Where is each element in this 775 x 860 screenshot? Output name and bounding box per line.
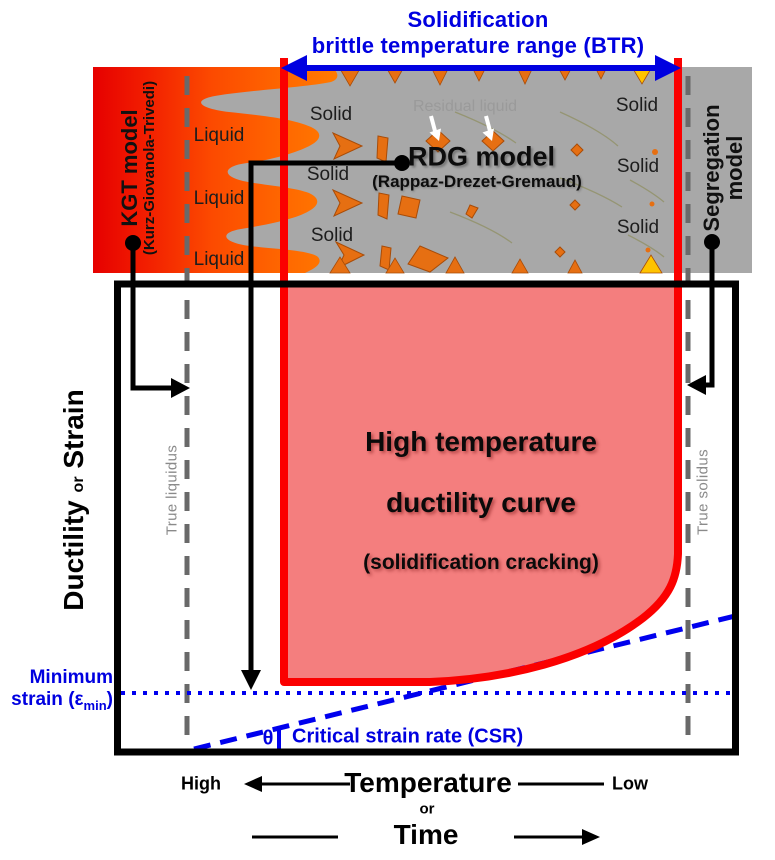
segregation-model-line2: model: [722, 135, 747, 201]
x-axis-time-label: Time: [393, 819, 459, 850]
rdg-model-subtitle: (Rappaz-Drezet-Gremaud): [372, 172, 582, 191]
rdg-model-title: RDG model: [408, 141, 556, 172]
kgt-model-subtitle: (Kurz-Giovanola-Trivedi): [140, 80, 158, 256]
true-liquidus-label: True liquidus: [163, 444, 181, 536]
solid-label-right-3: Solid: [616, 217, 660, 238]
btr-header-line1: Solidification: [407, 7, 549, 32]
solid-label-left-2: Solid: [306, 164, 350, 185]
x-axis-high-label: High: [181, 773, 221, 794]
true-solidus-label: True solidus: [694, 449, 712, 535]
rdg-connector-arrow: [241, 155, 410, 690]
segregation-model-line1: Segregation: [698, 104, 724, 232]
ductility-curve-fill: [288, 284, 675, 682]
segregation-connector-arrow: [687, 234, 720, 395]
kgt-connector-arrow: [125, 235, 190, 398]
btr-range-arrow: [281, 55, 681, 81]
csr-label: Critical strain rate (CSR): [292, 725, 524, 748]
theta-label: θ: [262, 727, 274, 750]
kgt-model-title: KGT model: [117, 109, 143, 227]
y-axis-label: Ductility or Strain: [58, 389, 89, 611]
curve-title-line1: High temperature: [365, 426, 597, 457]
kgt-model-label: KGT model (Kurz-Giovanola-Trivedi): [117, 80, 158, 256]
x-axis-temperature-label: Temperature: [344, 767, 512, 798]
microstructure-panel: [93, 66, 753, 274]
segregation-model-label: Segregation model: [698, 104, 747, 232]
btr-boundary-curve: [280, 58, 682, 686]
solid-label-left-3: Solid: [310, 225, 354, 246]
plot-border: [114, 280, 739, 756]
liquid-label-1: Liquid: [193, 125, 245, 146]
curve-title-line3: (solidification cracking): [363, 551, 599, 574]
solid-label-left-1: Solid: [309, 104, 353, 125]
liquid-label-2: Liquid: [193, 188, 245, 209]
solid-label-right-1: Solid: [615, 95, 659, 116]
liquid-label-3: Liquid: [193, 249, 245, 270]
x-axis-or-label: or: [419, 800, 435, 818]
minimum-strain-label: Minimum strain (εmin): [0, 667, 113, 717]
residual-liquid-arrows: [429, 115, 494, 141]
minimum-strain-line1: Minimum: [29, 667, 113, 688]
residual-liquid-label: Residual liquid: [412, 98, 518, 115]
x-axis-arrows: [244, 776, 604, 845]
curve-title-line2: ductility curve: [386, 487, 576, 518]
minimum-strain-line2: strain (εmin): [11, 689, 113, 713]
solid-label-right-2: Solid: [616, 156, 660, 177]
solid-dendrite-region: [201, 67, 753, 273]
btr-header-line2: brittle temperature range (BTR): [311, 33, 645, 58]
x-axis-low-label: Low: [612, 773, 648, 794]
